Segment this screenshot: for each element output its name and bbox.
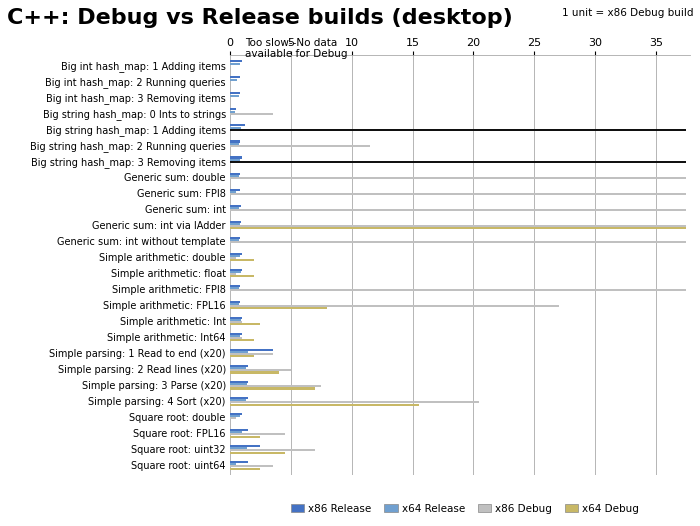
Bar	[230, 193, 686, 195]
Bar	[230, 209, 686, 211]
Bar	[230, 257, 236, 259]
Bar	[230, 321, 242, 323]
Bar	[230, 140, 239, 143]
Bar	[230, 431, 242, 433]
Bar	[230, 113, 272, 115]
Bar	[230, 461, 248, 463]
Legend: x86 Release, x64 Release, x86 Debug, x64 Debug: x86 Release, x64 Release, x86 Debug, x64…	[286, 500, 643, 518]
Bar	[230, 403, 419, 406]
Bar	[230, 399, 246, 401]
Bar	[230, 388, 315, 390]
Bar	[230, 285, 239, 287]
Bar	[230, 415, 239, 417]
Bar	[230, 241, 686, 243]
Bar	[230, 255, 239, 257]
Bar	[230, 225, 686, 227]
Bar	[230, 317, 242, 319]
Bar	[230, 220, 241, 222]
Bar	[230, 413, 242, 415]
Bar	[230, 110, 235, 113]
Bar	[230, 445, 260, 447]
Bar	[230, 287, 239, 289]
Bar	[230, 383, 247, 385]
Bar	[230, 275, 254, 277]
Bar	[230, 173, 239, 175]
Bar	[230, 463, 236, 466]
Bar	[230, 447, 247, 449]
Bar	[230, 369, 290, 371]
Bar	[230, 333, 242, 335]
Bar	[230, 401, 480, 403]
Bar	[230, 127, 241, 129]
Bar	[230, 205, 241, 207]
Bar	[230, 449, 315, 451]
Bar	[230, 108, 236, 110]
Bar	[230, 159, 239, 161]
Bar	[230, 161, 686, 163]
Bar	[230, 353, 272, 355]
Bar	[230, 129, 686, 131]
Bar	[230, 175, 239, 177]
Bar	[230, 273, 236, 275]
Bar	[230, 385, 321, 387]
Bar	[230, 63, 239, 65]
Bar	[230, 188, 239, 190]
Bar	[230, 145, 370, 147]
Bar	[230, 271, 241, 273]
Text: C++: Debug vs Release builds (desktop): C++: Debug vs Release builds (desktop)	[7, 8, 512, 28]
Bar	[230, 301, 239, 303]
Bar	[230, 237, 239, 239]
Bar	[230, 436, 260, 438]
Bar	[230, 337, 242, 339]
Bar	[230, 468, 260, 470]
Bar	[230, 349, 272, 351]
Bar	[230, 397, 248, 399]
Bar	[230, 95, 239, 97]
Bar	[230, 305, 559, 307]
Bar	[230, 269, 242, 271]
Bar	[230, 365, 248, 367]
Bar	[230, 433, 285, 436]
Bar	[230, 367, 246, 369]
Bar	[230, 356, 254, 358]
Bar	[230, 466, 272, 468]
Bar	[230, 76, 239, 78]
Bar	[230, 239, 239, 241]
Bar	[230, 252, 242, 255]
Bar	[230, 156, 242, 158]
Bar	[230, 125, 244, 126]
Bar	[230, 177, 686, 179]
Bar	[230, 381, 248, 383]
Bar	[230, 319, 241, 321]
Bar	[230, 93, 239, 95]
Text: 1 unit = x86 Debug build: 1 unit = x86 Debug build	[561, 8, 693, 18]
Bar	[230, 303, 239, 305]
Bar	[230, 323, 260, 326]
Bar	[230, 452, 285, 454]
Bar	[230, 207, 239, 209]
Bar	[230, 60, 242, 63]
Bar	[230, 417, 236, 419]
Bar	[230, 371, 279, 373]
Bar	[230, 335, 239, 337]
Bar	[230, 78, 237, 80]
Text: Too slow--No data
available for Debug: Too slow--No data available for Debug	[244, 38, 347, 59]
Bar	[230, 143, 239, 145]
Bar	[230, 191, 236, 193]
Bar	[230, 429, 248, 431]
Bar	[230, 227, 686, 229]
Bar	[230, 223, 239, 225]
Bar	[230, 339, 254, 341]
Bar	[230, 259, 254, 261]
Bar	[230, 289, 686, 291]
Bar	[230, 351, 248, 353]
Bar	[230, 307, 328, 309]
